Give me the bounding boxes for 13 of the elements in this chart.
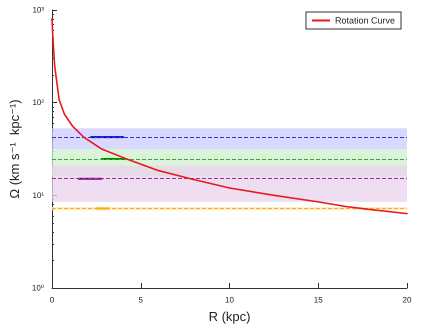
x-tick-label: 0	[50, 296, 55, 304]
x-axis-title: R (kpc)	[208, 309, 250, 324]
line-series	[51, 18, 408, 214]
x-tick-label: 5	[138, 296, 144, 304]
y-tick-label: 10⁰	[32, 284, 44, 292]
x-tick-label: 10	[225, 296, 234, 304]
x-tick-label: 15	[314, 296, 324, 304]
x-tick-label: 20	[402, 296, 412, 304]
y-tick-label: 10³	[32, 6, 44, 14]
y-tick-label: 10¹	[32, 190, 44, 200]
y-tick-label: 10²	[32, 98, 44, 108]
y-axis-title: Ω (km s⁻¹ kpc⁻¹)	[7, 99, 22, 199]
legend-label: Rotation Curve	[334, 16, 395, 26]
